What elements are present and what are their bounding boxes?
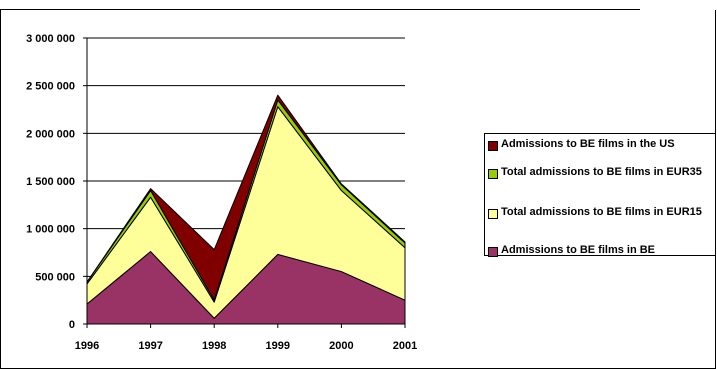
legend-swatch bbox=[488, 141, 498, 151]
x-tick-label: 1997 bbox=[138, 340, 162, 352]
x-tick-labels: 1996 1997 1998 1999 2000 2001 bbox=[75, 340, 417, 352]
top-border-line bbox=[0, 9, 640, 10]
y-tick-label: 1 000 000 bbox=[26, 224, 75, 236]
x-tick-label: 2001 bbox=[393, 340, 417, 352]
y-tick-labels: 3 000 000 2 500 000 2 000 000 1 500 000 1 00… bbox=[26, 33, 75, 331]
legend-item: Admissions to BE films in the US bbox=[488, 138, 713, 151]
y-tick-label: 2 500 000 bbox=[26, 81, 75, 93]
legend-item: Total admissions to BE films in EUR15 bbox=[488, 206, 713, 219]
legend-label: Total admissions to BE films in EUR35 bbox=[501, 166, 702, 178]
x-tick-label: 2000 bbox=[329, 340, 353, 352]
stacked-areas bbox=[86, 94, 406, 325]
legend-label: Admissions to BE films in BE bbox=[501, 244, 656, 256]
x-tick-label: 1996 bbox=[75, 340, 99, 352]
legend-swatch bbox=[488, 169, 498, 179]
y-tick-label: 3 000 000 bbox=[26, 33, 75, 45]
axes bbox=[83, 37, 406, 328]
y-tick-label: 0 bbox=[69, 319, 75, 331]
legend-item: Total admissions to BE films in EUR35 bbox=[488, 166, 713, 179]
x-tick-label: 1999 bbox=[266, 340, 290, 352]
y-tick-label: 1 500 000 bbox=[26, 176, 75, 188]
legend-swatch bbox=[488, 209, 498, 219]
legend-label: Total admissions to BE films in EUR15 bbox=[501, 206, 702, 218]
legend-item: Admissions to BE films in BE bbox=[488, 244, 713, 257]
y-tick-label: 2 000 000 bbox=[26, 128, 75, 140]
legend-label: Admissions to BE films in the US bbox=[501, 138, 675, 150]
x-tick-label: 1998 bbox=[202, 340, 226, 352]
y-tick-label: 500 000 bbox=[35, 271, 75, 283]
chart-legend: Admissions to BE films in the US Total ad… bbox=[484, 133, 716, 257]
legend-swatch bbox=[488, 247, 498, 257]
area-series-4 bbox=[86, 94, 406, 301]
